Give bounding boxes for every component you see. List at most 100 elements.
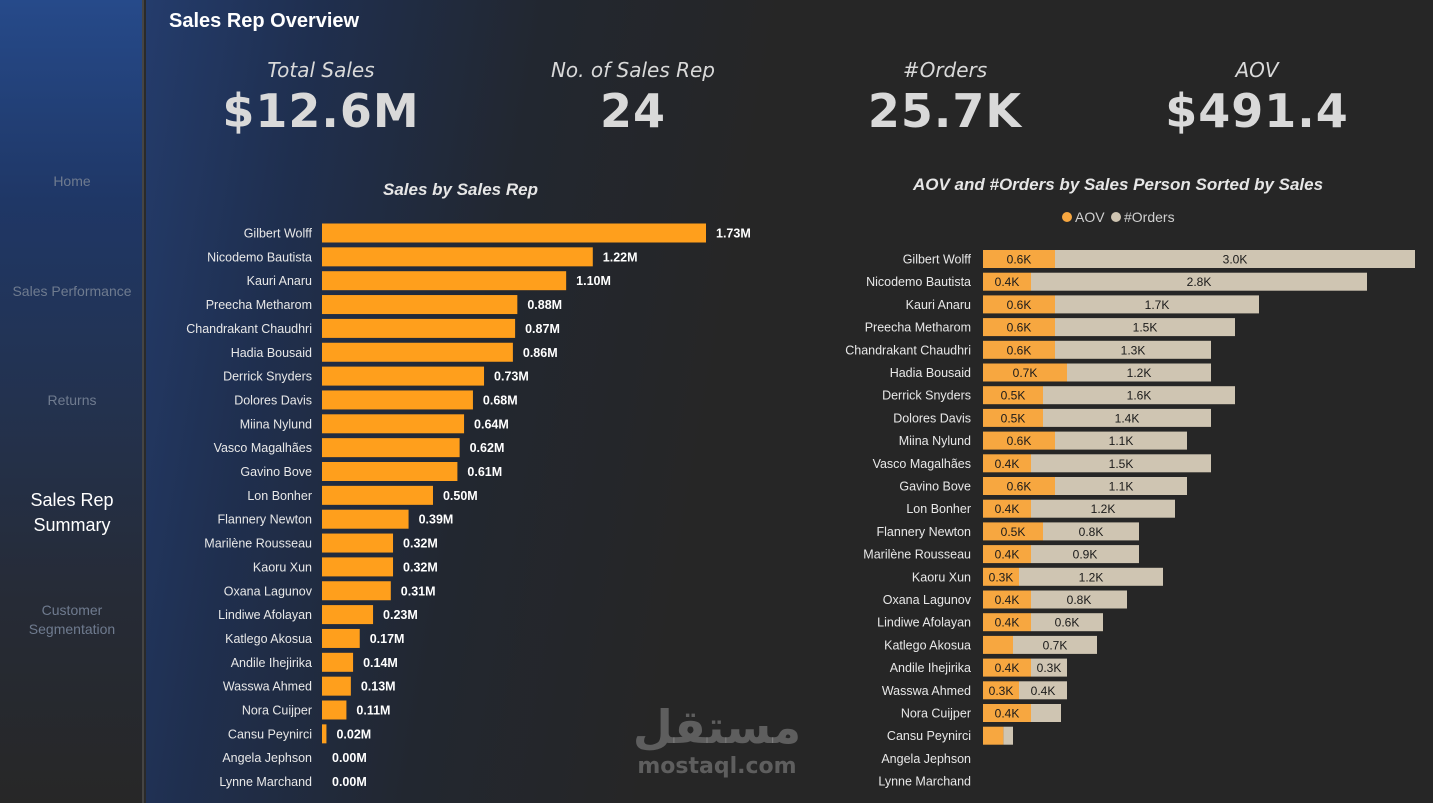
sales-category-label: Wasswa Ahmed — [223, 680, 312, 694]
sales-bar — [322, 271, 567, 291]
aov-category-label: Kaoru Xun — [912, 570, 971, 584]
sales-data-label: 0.23M — [383, 608, 418, 622]
aov-category-label: Marilène Rousseau — [863, 548, 971, 562]
aov-bar — [983, 545, 1031, 564]
aov-bar — [983, 658, 1031, 677]
aov-data-label: 0.6K — [1007, 321, 1032, 335]
aov-bar — [983, 431, 1055, 450]
sales-data-label: 0.14M — [363, 656, 398, 670]
aov-bar — [983, 681, 1019, 700]
aov-bar — [983, 613, 1031, 632]
aov-category-label: Gavino Bove — [899, 480, 971, 494]
sales-data-label: 0.11M — [356, 704, 390, 718]
sales-category-label: Nicodemo Bautista — [207, 250, 312, 264]
orders-bar — [1055, 295, 1259, 314]
orders-bar — [1031, 590, 1127, 609]
sales-data-label: 0.86M — [523, 346, 558, 360]
orders-bar — [1043, 408, 1211, 427]
aov-category-label: Lon Bonher — [906, 502, 971, 516]
sales-data-label: 1.10M — [576, 274, 611, 288]
page-title: Sales Rep Overview — [169, 10, 360, 32]
sales-data-label: 0.32M — [403, 560, 438, 574]
orders-bar — [1055, 250, 1415, 268]
orders-data-label: 1.5K — [1109, 457, 1134, 471]
sales-bar — [322, 318, 516, 338]
kpi-orders: #Orders 25.7K — [815, 58, 1075, 138]
orders-bar — [1055, 431, 1187, 450]
orders-bar — [1031, 499, 1175, 518]
sales-bar — [322, 295, 518, 315]
orders-bar — [1031, 545, 1139, 564]
aov-category-label: Hadia Bousaid — [890, 366, 971, 380]
legend-orders-marker — [1111, 212, 1121, 222]
nav-item-returns[interactable]: Returns — [47, 392, 97, 408]
kpi-label: AOV — [1235, 58, 1279, 82]
sales-data-label: 0.87M — [525, 322, 560, 336]
sales-category-label: Katlego Akosua — [225, 632, 312, 646]
aov-data-label: 0.3K — [989, 570, 1014, 584]
legend-orders-label: #Orders — [1124, 209, 1175, 225]
sales-bar — [322, 557, 394, 577]
orders-data-label: 1.2K — [1079, 570, 1104, 584]
aov-category-label: Chandrakant Chaudhri — [845, 343, 971, 357]
aov-bar — [983, 386, 1043, 405]
orders-data-label: 1.5K — [1133, 321, 1158, 335]
sales-data-label: 1.73M — [716, 227, 751, 241]
aov-category-label: Katlego Akosua — [884, 638, 971, 652]
nav-item-sales-rep-summary[interactable]: Sales Rep Summary — [30, 490, 114, 535]
sales-bar — [322, 676, 351, 696]
orders-bar — [1067, 363, 1211, 382]
sales-bar — [322, 247, 593, 267]
watermark: مستقل mostaql.com — [628, 700, 806, 780]
aov-data-label: 0.4K — [995, 548, 1020, 562]
orders-bar — [1019, 567, 1163, 586]
sales-data-label: 0.39M — [419, 513, 454, 527]
sales-category-label: Kaoru Xun — [253, 560, 312, 574]
aov-bar — [983, 726, 1004, 745]
sales-bar — [322, 724, 327, 744]
orders-bar — [1031, 704, 1061, 722]
aov-bar — [983, 704, 1031, 722]
sales-category-label: Lynne Marchand — [219, 775, 312, 789]
sales-bar — [322, 342, 513, 362]
sales-data-label: 0.17M — [370, 632, 405, 646]
nav-item-home[interactable]: Home — [53, 173, 91, 189]
kpi-value: 24 — [599, 84, 666, 138]
sales-data-label: 0.32M — [403, 537, 438, 551]
sales-data-label: 0.68M — [483, 393, 518, 407]
kpi-label: #Orders — [902, 58, 988, 82]
orders-data-label: 3.0K — [1223, 253, 1248, 267]
sales-bar — [322, 581, 391, 601]
sales-category-label: Cansu Peynirci — [228, 727, 312, 741]
orders-bar — [1019, 681, 1067, 700]
kpi-value: $12.6M — [222, 84, 420, 138]
aov-bar — [983, 295, 1055, 314]
aov-data-label: 0.4K — [995, 707, 1020, 721]
aov-bar — [983, 454, 1031, 473]
sales-bar — [322, 700, 347, 720]
sales-data-label: 1.22M — [603, 250, 638, 264]
orders-data-label: 0.3K — [1037, 661, 1062, 675]
kpi-label: Total Sales — [267, 58, 375, 82]
sidebar: Home Sales Performance Returns Sales Rep Su… — [0, 0, 144, 803]
sales-data-label: 0.62M — [470, 441, 505, 455]
sales-data-label: 0.50M — [443, 489, 478, 503]
orders-data-label: 2.8K — [1187, 275, 1212, 289]
orders-data-label: 1.7K — [1145, 298, 1170, 312]
orders-data-label: 0.9K — [1073, 548, 1098, 562]
sales-category-label: Lon Bonher — [247, 489, 312, 503]
sales-data-label: 0.31M — [401, 584, 436, 598]
orders-bar — [1031, 454, 1211, 473]
kpi-value: 25.7K — [867, 84, 1023, 138]
aov-category-label: Vasco Magalhães — [873, 457, 971, 471]
nav-item-sales-performance[interactable]: Sales Performance — [12, 283, 132, 299]
sales-category-label: Gilbert Wolff — [244, 227, 313, 241]
aov-data-label: 0.4K — [995, 275, 1020, 289]
orders-data-label: 1.2K — [1091, 502, 1116, 516]
aov-bar — [983, 250, 1055, 268]
orders-bar — [1003, 726, 1013, 745]
aov-bar — [983, 567, 1019, 586]
nav-item-customer-segmentation[interactable]: Customer Segmentation — [28, 602, 116, 637]
aov-category-label: Kauri Anaru — [906, 298, 971, 312]
aov-bar — [983, 363, 1067, 382]
